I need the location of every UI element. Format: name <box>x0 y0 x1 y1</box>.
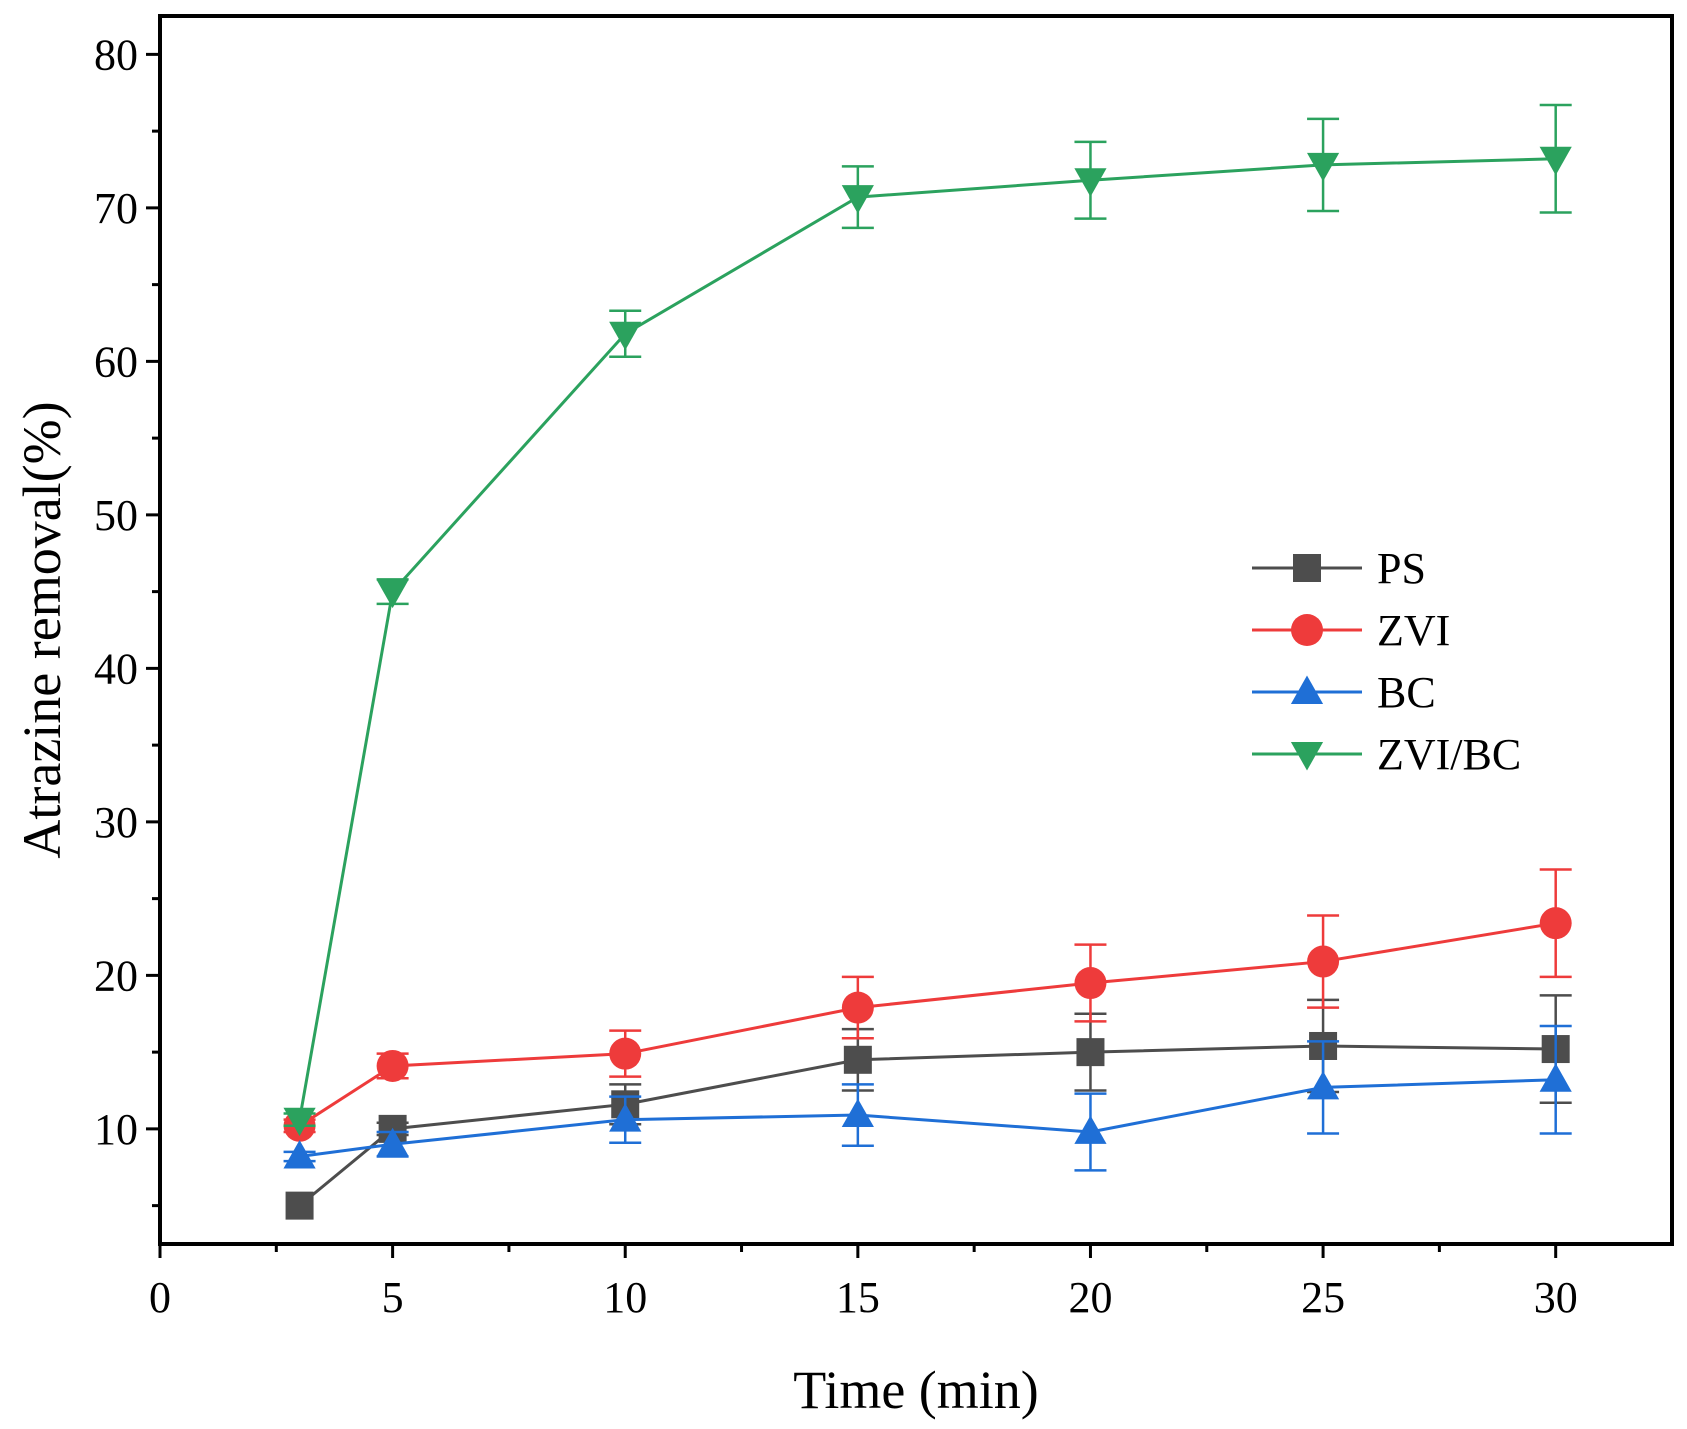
legend-marker-bc <box>1290 675 1324 704</box>
data-point-zvi-bc <box>1074 168 1107 197</box>
data-point-zvi-bc <box>283 1107 316 1137</box>
legend-marker-zvi-bc <box>1290 742 1324 771</box>
legend: PS ZVI BC ZVI/BC <box>1252 544 1521 779</box>
legend-label-zvi: ZVI <box>1377 606 1450 655</box>
data-point-zvi-bc <box>609 321 642 351</box>
data-point-zvi-bc <box>841 185 874 214</box>
x-tick-label: 15 <box>836 1273 880 1322</box>
legend-marker-ps <box>1293 554 1321 582</box>
data-point-bc <box>1306 1070 1340 1100</box>
series-layer <box>283 103 1572 1220</box>
data-point-zvi <box>1307 945 1340 978</box>
data-point-zvi <box>376 1049 409 1082</box>
y-tick-label: 20 <box>94 951 138 1000</box>
data-point-bc <box>1539 1063 1572 1092</box>
series-zvi <box>283 868 1572 1142</box>
data-point-zvi-bc <box>376 579 409 609</box>
y-tick-label: 80 <box>94 30 138 79</box>
series-bc <box>283 1024 1572 1172</box>
y-tick-label: 30 <box>94 798 138 847</box>
y-tick-label: 10 <box>94 1105 138 1154</box>
x-tick-label: 30 <box>1534 1273 1578 1322</box>
series-zvi-bc <box>283 103 1572 1137</box>
y-tick-label: 70 <box>94 184 138 233</box>
x-tick-label: 10 <box>603 1273 647 1322</box>
legend-item-ps: PS <box>1252 544 1426 593</box>
plot-frame <box>158 14 1674 1246</box>
legend-label-ps: PS <box>1377 544 1426 593</box>
x-tick-label: 0 <box>149 1273 171 1322</box>
legend-label-bc: BC <box>1377 668 1436 717</box>
legend-item-zvi: ZVI <box>1252 606 1450 655</box>
y-tick-label: 50 <box>94 491 138 540</box>
data-point-zvi-bc <box>1306 152 1340 182</box>
series-line-ps <box>298 1044 1556 1207</box>
x-tick-label: 5 <box>382 1273 404 1322</box>
data-point-bc <box>376 1127 409 1157</box>
data-point-bc <box>283 1140 316 1169</box>
data-point-ps <box>843 1045 872 1074</box>
x-tick-label: 20 <box>1068 1273 1112 1322</box>
series-line-zvi <box>298 921 1556 1128</box>
data-point-bc <box>841 1098 874 1128</box>
x-axis-title: Time (min) <box>793 1360 1039 1420</box>
legend-item-bc: BC <box>1252 668 1436 717</box>
data-point-ps <box>1076 1038 1105 1067</box>
data-point-bc <box>609 1103 642 1132</box>
legend-item-zvi-bc: ZVI/BC <box>1252 730 1521 779</box>
data-point-ps <box>285 1191 314 1220</box>
data-point-zvi <box>1074 967 1107 1000</box>
y-tick-label: 60 <box>94 337 138 386</box>
legend-label-zvi-bc: ZVI/BC <box>1377 730 1521 779</box>
legend-marker-zvi <box>1291 614 1323 646</box>
data-point-bc <box>1074 1115 1107 1144</box>
y-tick-label: 40 <box>94 644 138 693</box>
axes-layer: 0 5 10 15 20 25 30 10 20 30 40 50 60 70 80 <box>94 30 1578 1322</box>
x-tick-label: 25 <box>1301 1273 1345 1322</box>
data-point-zvi <box>841 991 874 1024</box>
y-axis-title: Atrazine removal(%) <box>12 401 72 858</box>
data-point-zvi <box>1539 907 1572 940</box>
series-ps <box>285 994 1572 1220</box>
data-point-zvi <box>609 1037 642 1070</box>
series-line-zvi-bc <box>298 157 1556 1120</box>
data-point-zvi-bc <box>1539 146 1572 176</box>
